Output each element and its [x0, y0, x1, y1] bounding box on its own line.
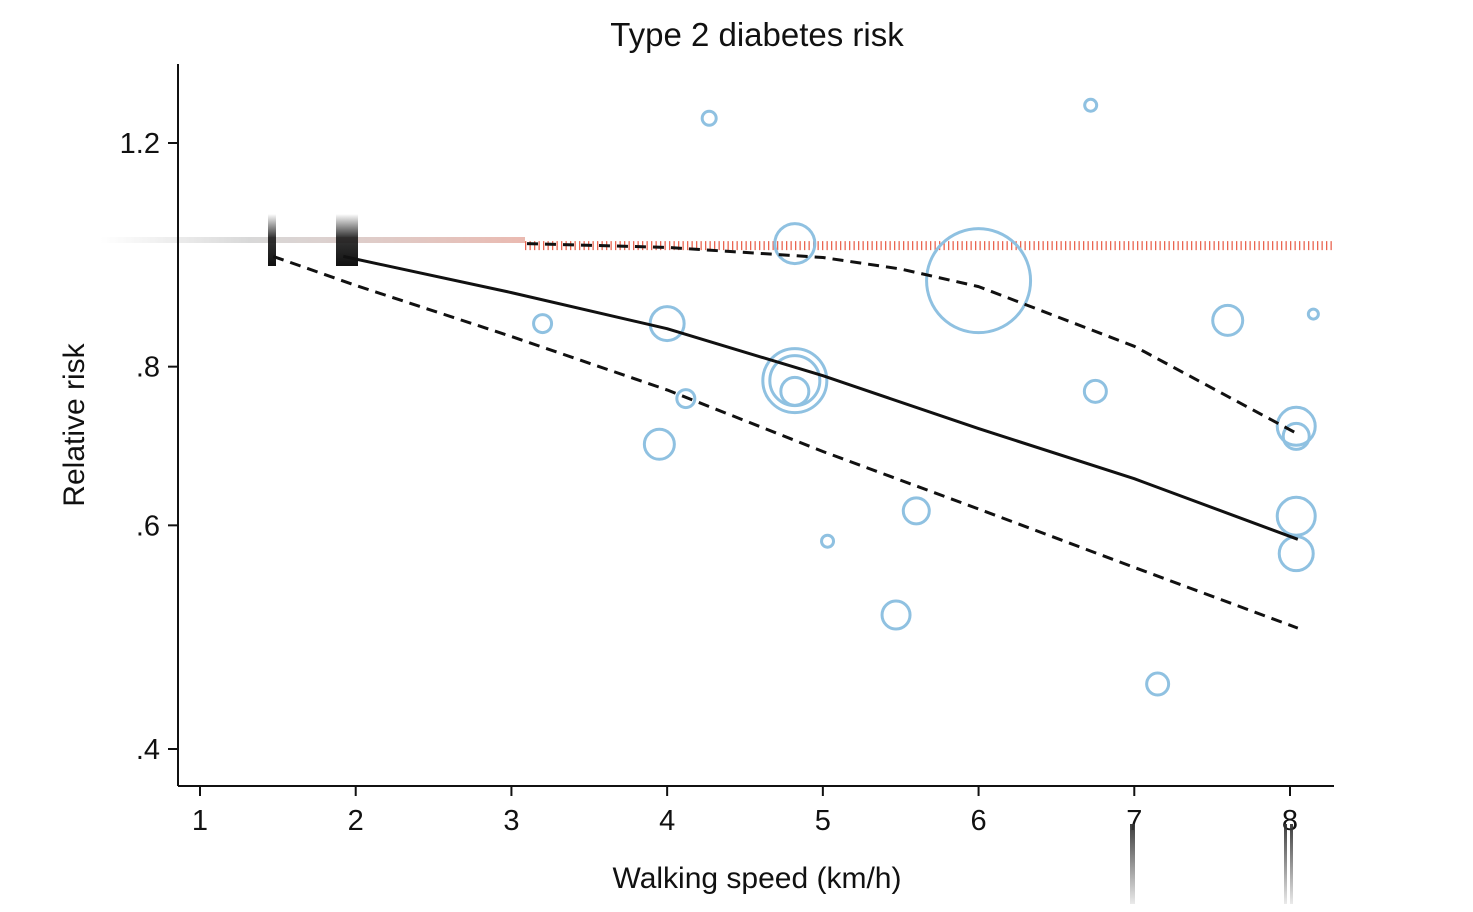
study-point-7 — [1211, 303, 1245, 337]
study-point-16 — [642, 427, 676, 461]
upper-ci-line — [526, 242, 1299, 436]
y-tick-label-1p2: 1.2 — [120, 128, 160, 160]
rug-mark-7 — [1130, 824, 1135, 904]
study-point-18 — [1275, 495, 1317, 537]
study-point-22 — [1145, 671, 1171, 697]
y-tick-label-p8: .8 — [136, 352, 160, 384]
faded-curve-starts — [100, 214, 525, 266]
study-point-19 — [820, 533, 836, 549]
study-point-15 — [1281, 421, 1311, 451]
lower-ci-line — [272, 254, 1299, 630]
study-point-12 — [675, 388, 697, 410]
study-point-17 — [901, 496, 931, 526]
curve-start-stub-lower — [268, 214, 276, 266]
study-point-13 — [1082, 378, 1108, 404]
y-axis-ticks: 1.2 .8 .6 .4 — [120, 128, 178, 766]
study-point-8 — [1306, 307, 1320, 321]
rug-marks — [1130, 824, 1293, 904]
study-point-11 — [779, 375, 811, 407]
x-tick-label-3: 3 — [503, 805, 519, 837]
x-axis-title: Walking speed (km/h) — [613, 862, 902, 895]
main-curve — [342, 254, 1299, 541]
x-tick-label-2: 2 — [348, 805, 364, 837]
rug-mark-8b — [1290, 824, 1293, 904]
study-point-5 — [532, 313, 554, 335]
x-tick-label-6: 6 — [971, 805, 987, 837]
study-point-21 — [880, 599, 912, 631]
x-tick-label-1: 1 — [192, 805, 208, 837]
study-point-20 — [1277, 535, 1315, 573]
chart-title: Type 2 diabetes risk — [610, 16, 904, 53]
study-point-1 — [700, 109, 718, 127]
axes — [177, 64, 1334, 787]
study-point-4 — [925, 227, 1033, 335]
reference-line-fade — [100, 237, 525, 243]
y-tick-label-p4: .4 — [136, 734, 160, 766]
y-tick-label-p6: .6 — [136, 510, 160, 542]
rug-mark-8a — [1284, 824, 1287, 904]
x-tick-label-5: 5 — [815, 805, 831, 837]
study-point-3 — [773, 222, 817, 266]
study-point-6 — [648, 305, 686, 343]
fitted-curves — [272, 242, 1299, 630]
y-axis-title: Relative risk — [58, 342, 91, 506]
x-tick-label-4: 4 — [659, 805, 675, 837]
curve-start-stub-main — [336, 214, 358, 266]
study-points — [532, 97, 1320, 697]
study-point-2 — [1083, 97, 1099, 113]
study-point-9 — [761, 347, 829, 415]
study-point-14 — [1275, 405, 1317, 447]
